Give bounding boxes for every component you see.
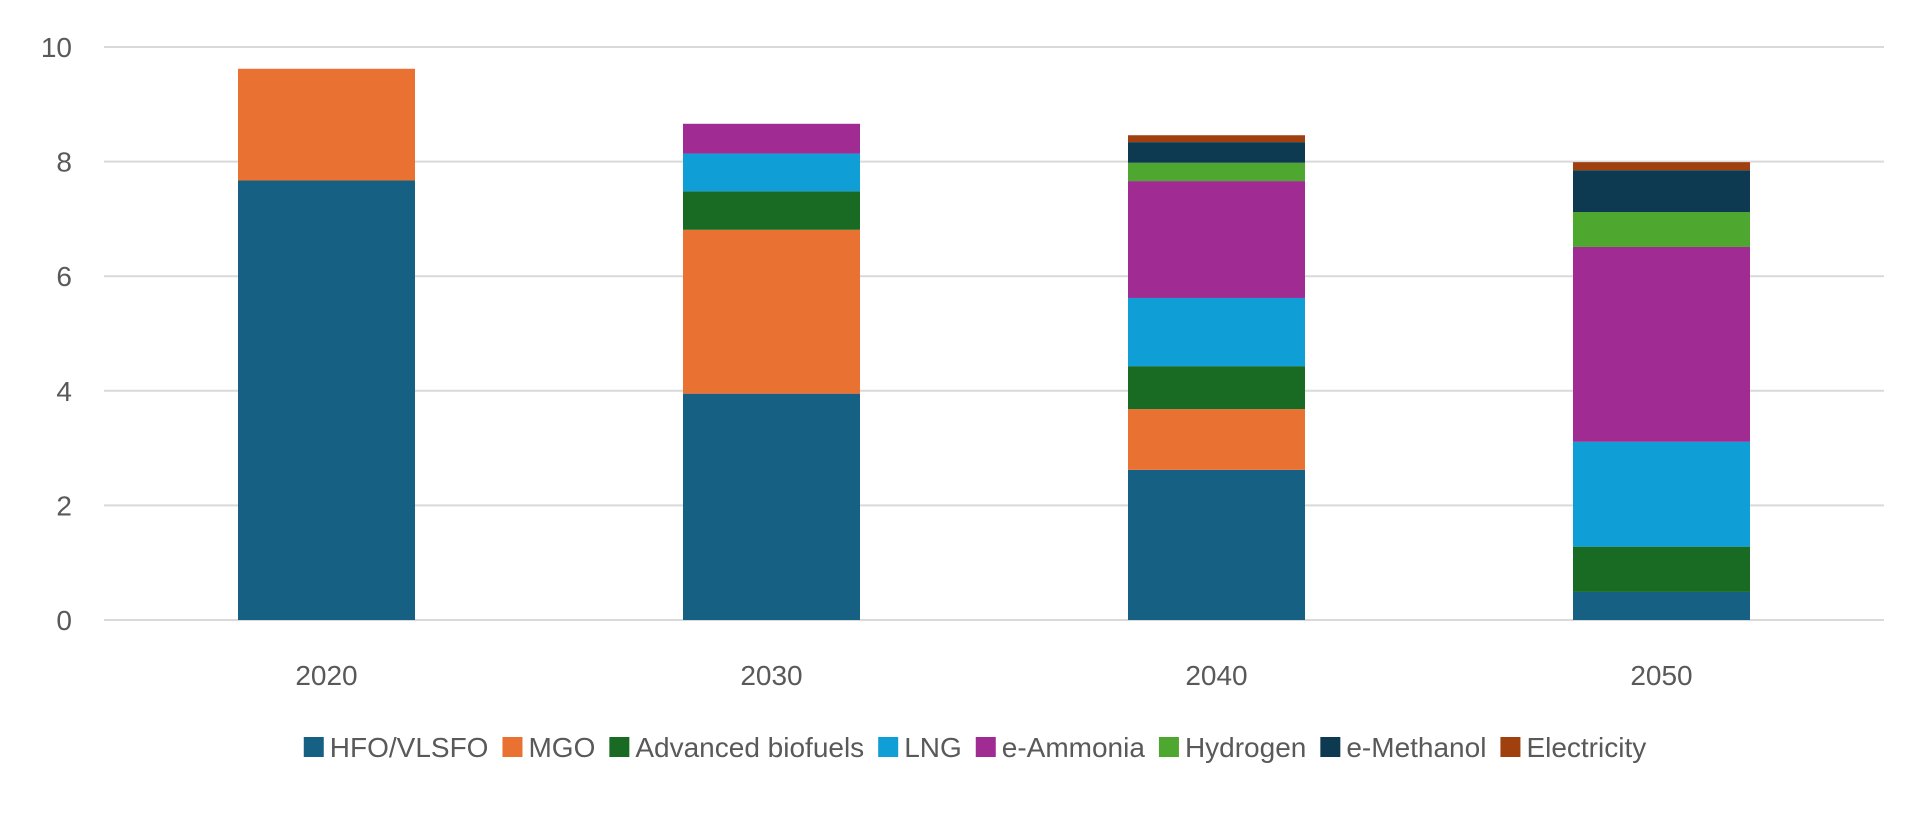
y-tick-label: 8 (56, 147, 72, 178)
x-axis-ticks: 2020 2030 2040 2050 (295, 660, 1692, 691)
legend-swatch (303, 737, 324, 757)
legend: HFO/VLSFO MGO Advanced biofuels LNG e-Ammoni… (303, 732, 1646, 763)
bar-segment-2050-electricity (1573, 162, 1750, 171)
bar-segment-2040-electricity (1128, 135, 1305, 143)
bar-segment-2050-lng (1573, 441, 1750, 547)
bar-segment-2020-mgo (238, 68, 415, 181)
y-tick-label: 2 (56, 490, 72, 521)
legend-item: LNG (878, 732, 962, 763)
y-tick-label: 10 (41, 32, 72, 63)
bar-segment-2040-mgo (1128, 409, 1305, 470)
bar-segment-2040-lng (1128, 297, 1305, 367)
legend-label: MGO (528, 732, 595, 763)
legend-item: Hydrogen (1158, 732, 1306, 763)
legend-label: Advanced biofuels (635, 732, 864, 763)
bar-segment-2050-hfo-vlsfo (1573, 591, 1750, 620)
bar-segment-2040-hfo-vlsfo (1128, 469, 1305, 620)
bar-segment-2030-e-ammonia (683, 123, 860, 154)
y-axis-ticks: 0 2 4 6 8 10 (41, 32, 72, 636)
x-tick-label: 2030 (740, 660, 802, 691)
legend-label: Electricity (1526, 732, 1646, 763)
bar-segment-2030-mgo (683, 229, 860, 394)
legend-swatch (1500, 737, 1521, 757)
legend-label: LNG (904, 732, 962, 763)
legend-label: Hydrogen (1185, 732, 1306, 763)
legend-swatch (975, 737, 996, 757)
bar-segment-2040-hydrogen (1128, 162, 1305, 182)
legend-item: e-Ammonia (975, 732, 1146, 763)
bar-segment-2040-advanced-biofuels (1128, 366, 1305, 410)
bar-segment-2040-e-methanol (1128, 142, 1305, 163)
legend-item: MGO (502, 732, 595, 763)
bar-segment-2030-advanced-biofuels (683, 191, 860, 230)
legend-item: e-Methanol (1320, 732, 1486, 763)
y-tick-label: 4 (56, 376, 72, 407)
x-tick-label: 2040 (1185, 660, 1247, 691)
legend-label: HFO/VLSFO (330, 732, 489, 763)
legend-swatch (502, 737, 523, 757)
legend-swatch (609, 737, 630, 757)
x-tick-label: 2020 (295, 660, 357, 691)
legend-label: e-Ammonia (1002, 732, 1146, 763)
bars (238, 68, 1750, 620)
legend-item: Electricity (1500, 732, 1646, 763)
bar-segment-2050-advanced-biofuels (1573, 546, 1750, 592)
legend-label: e-Methanol (1346, 732, 1486, 763)
y-tick-label: 6 (56, 261, 72, 292)
bar-segment-2030-lng (683, 153, 860, 192)
bar-segment-2020-hfo-vlsfo (238, 180, 415, 620)
legend-swatch (878, 737, 899, 757)
bar-segment-2050-hydrogen (1573, 212, 1750, 247)
bar-segment-2050-e-methanol (1573, 170, 1750, 213)
y-tick-label: 0 (56, 605, 72, 636)
legend-swatch (1320, 737, 1341, 757)
bar-segment-2040-e-ammonia (1128, 181, 1305, 298)
legend-item: HFO/VLSFO (303, 732, 489, 763)
legend-item: Advanced biofuels (609, 732, 864, 763)
legend-swatch (1158, 737, 1179, 757)
bar-segment-2050-e-ammonia (1573, 246, 1750, 442)
bar-segment-2030-hfo-vlsfo (683, 393, 860, 620)
x-tick-label: 2050 (1630, 660, 1692, 691)
